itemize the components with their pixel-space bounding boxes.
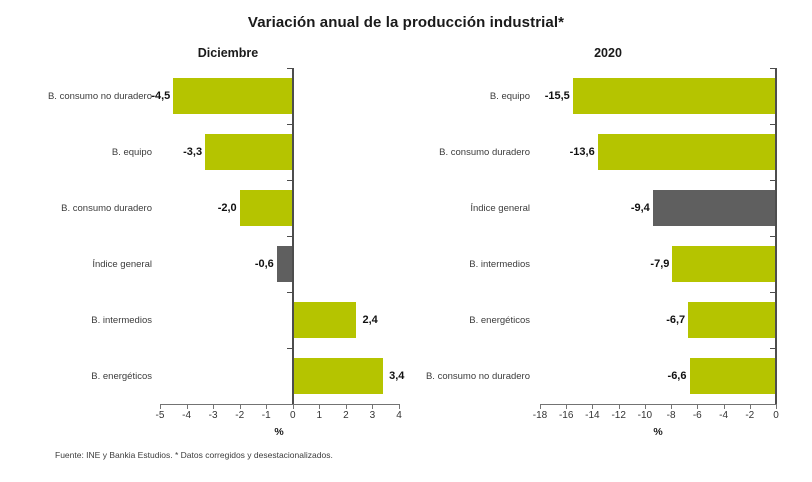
category-boundary-tick [770,292,775,293]
bar [276,246,293,282]
category-label: B. consumo duradero [439,146,530,158]
x-axis-tick [239,405,241,409]
bar [173,78,293,114]
x-axis-tick [671,405,673,409]
source-note: Fuente: INE y Bankia Estudios. * Datos c… [55,450,333,460]
category-label: B. energéticos [91,370,152,382]
category-boundary-tick [770,180,775,181]
bar [688,302,776,338]
category-boundary-tick [770,348,775,349]
x-axis-tick [749,405,751,409]
value-label: -6,6 [667,370,687,382]
category-boundary-tick [770,68,775,69]
x-axis-tick [292,405,294,409]
category-boundary-tick [286,180,292,181]
bar [672,246,776,282]
x-axis-tick [319,405,321,409]
zero-axis-line [291,68,294,404]
x-axis-tick-label: -2 [235,410,245,421]
x-axis-tick [266,405,268,409]
bar [239,190,293,226]
category-boundary-tick [286,124,292,125]
value-label: 2,4 [362,314,378,326]
category-label: B. intermedios [91,314,152,326]
x-axis-tick-label: -18 [532,410,548,421]
x-axis-tick [566,405,568,409]
category-boundary-tick [286,348,292,349]
category-label: Índice general [92,258,152,270]
x-axis-tick-label: -12 [611,410,626,421]
x-axis-tick [776,405,777,409]
x-axis-tick [540,405,541,409]
left-chart-subtitle: Diciembre [197,46,259,60]
value-label: -2,0 [217,202,237,214]
x-axis-label: % [274,426,284,438]
x-axis-tick-label: -3 [208,410,218,421]
x-axis-tick [213,405,215,409]
bar [292,358,384,394]
category-label: B. equipo [489,90,530,102]
x-axis-tick [644,405,646,409]
bar [597,134,776,170]
category-boundary-tick [286,68,292,69]
zero-axis-line [775,68,777,404]
category-boundary-tick [770,236,775,237]
value-label: -0,6 [254,258,274,270]
value-label: -9,4 [630,202,650,214]
category-label: B. intermedios [469,258,530,270]
category-boundary-tick [770,124,775,125]
x-axis-label: % [653,426,663,438]
x-axis-tick [345,405,347,409]
category-boundary-tick [286,292,292,293]
x-axis-tick [723,405,725,409]
x-axis-tick [372,405,374,409]
x-axis-tick-label: -6 [692,410,702,421]
x-axis-tick [592,405,594,409]
bar [572,78,776,114]
x-axis-tick-label: 2 [343,410,349,421]
value-label: -3,3 [183,146,203,158]
x-axis-tick [697,405,699,409]
x-axis-tick-label: -4 [182,410,192,421]
category-boundary-tick [286,236,292,237]
chart-title: Variación anual de la producción industr… [247,14,565,31]
x-axis-tick-label: 0 [290,410,296,421]
x-axis-tick-label: 4 [396,410,402,421]
category-label: Índice general [470,202,530,214]
x-axis-tick-label: -4 [719,410,729,421]
value-label: -15,5 [544,90,570,102]
x-axis-tick-label: 3 [369,410,376,421]
x-axis-tick [186,405,188,409]
x-axis-tick-label: -5 [155,410,165,421]
x-axis-tick-label: -16 [558,410,574,421]
category-label: B. equipo [111,146,152,158]
bar [205,134,293,170]
x-axis-tick-label: -10 [637,410,653,421]
x-axis-tick-label: -2 [745,410,755,421]
x-axis-tick-label: -1 [261,410,271,421]
category-label: B. energéticos [469,314,530,326]
x-axis-tick-label: -14 [585,410,600,421]
x-axis-tick-label: 0 [773,410,779,421]
category-label: B. consumo no duradero [425,370,530,382]
bar [292,302,357,338]
bar [652,190,776,226]
value-label: -4,5 [151,90,171,102]
value-label: -7,9 [650,258,670,270]
value-label: -13,6 [569,146,595,158]
bar [689,358,776,394]
x-axis-tick [160,405,161,409]
category-label: B. consumo no duradero [47,90,152,102]
right-chart-subtitle: 2020 [594,46,622,60]
x-axis-line [540,404,777,405]
x-axis-tick [399,405,400,409]
x-axis-line [160,404,400,405]
x-axis-tick [618,405,620,409]
value-label: -6,7 [666,314,686,326]
category-label: B. consumo duradero [61,202,152,214]
value-label: 3,4 [389,370,405,382]
x-axis-tick-label: -8 [666,410,676,421]
x-axis-tick-label: 1 [316,410,323,421]
